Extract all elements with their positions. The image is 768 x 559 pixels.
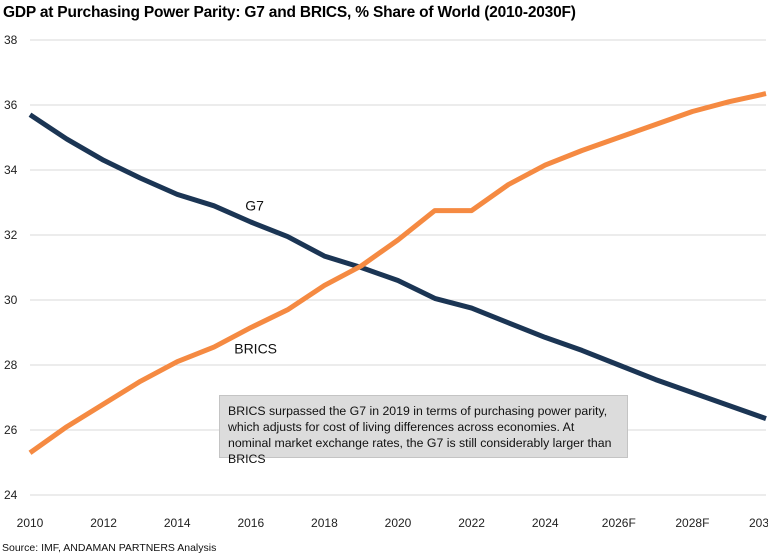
x-tick-label: 2026F	[602, 516, 636, 530]
y-tick-label: 36	[4, 98, 18, 112]
x-tick-label: 2022	[458, 516, 485, 530]
x-tick-label: 2018	[311, 516, 338, 530]
y-axis-ticks: 24 26 28 30 32 34 36 38	[4, 33, 18, 502]
y-tick-label: 28	[4, 358, 18, 372]
source-note: Source: IMF, ANDAMAN PARTNERS Analysis	[2, 542, 217, 554]
x-tick-label: 2016	[237, 516, 264, 530]
y-tick-label: 38	[4, 33, 18, 47]
x-tick-label: 2030F	[749, 516, 768, 530]
x-tick-label: 2014	[164, 516, 191, 530]
series-lines	[28, 91, 767, 455]
y-tick-label: 24	[4, 488, 18, 502]
x-tick-label: 2012	[90, 516, 117, 530]
x-tick-label: 2024	[532, 516, 559, 530]
series-line-brics	[28, 91, 767, 455]
series-label-brics: BRICS	[234, 341, 277, 357]
y-tick-label: 32	[4, 228, 18, 242]
grid-lines	[30, 39, 766, 496]
chart-title: GDP at Purchasing Power Parity: G7 and B…	[3, 4, 576, 21]
annotation-box: BRICS surpassed the G7 in 2019 in terms …	[219, 395, 628, 466]
x-tick-label: 2020	[385, 516, 412, 530]
series-label-g7: G7	[245, 198, 264, 214]
series-line-g7	[28, 112, 767, 421]
y-tick-label: 30	[4, 293, 18, 307]
x-tick-label: 2028F	[675, 516, 709, 530]
x-tick-label: 2010	[17, 516, 44, 530]
x-axis-ticks: 2010 2012 2014 2016 2018 2020 2022 2024 2026F 202…	[17, 516, 768, 530]
y-tick-label: 34	[4, 163, 18, 177]
y-tick-label: 26	[4, 423, 18, 437]
